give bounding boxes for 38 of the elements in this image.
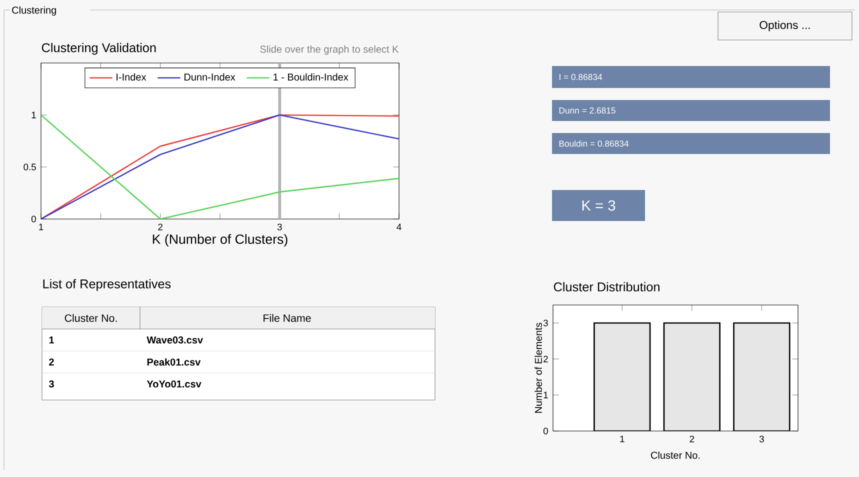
x-axis-title: Cluster No. xyxy=(651,451,700,459)
x-tick-label: 2 xyxy=(158,224,162,230)
y-tick-label: 3 xyxy=(543,320,548,326)
legend-label: Dunn-Index xyxy=(184,73,236,81)
legend-label: I-Index xyxy=(116,73,146,81)
text: 2 xyxy=(49,358,54,366)
text: 1 xyxy=(49,336,54,344)
text: List of Representatives xyxy=(43,279,171,291)
text: Peak01.csv xyxy=(147,358,201,366)
chart-title: Cluster Distribution xyxy=(554,282,660,292)
x-tick-label: 4 xyxy=(396,224,402,230)
y-tick-label: 2 xyxy=(544,356,548,362)
x-tick-label: 1 xyxy=(39,224,44,230)
x-tick-label: 3 xyxy=(759,436,764,442)
chart-subtitle: Slide over the graph to select K xyxy=(260,45,399,55)
text: Clustering xyxy=(12,6,56,16)
text: K = 3 xyxy=(582,200,616,211)
text: Bouldin = 0.86834 xyxy=(559,140,629,147)
chart-title: Clustering Validation xyxy=(42,42,156,55)
y-tick-label: 1 xyxy=(544,392,548,398)
legend-label: 1 - Bouldin-Index xyxy=(274,73,348,81)
y-tick-label: 0 xyxy=(31,216,36,222)
y-tick-label: 1 xyxy=(32,112,36,118)
y-axis-title: Number of Elements xyxy=(534,322,542,413)
x-tick-label: 3 xyxy=(277,224,282,230)
y-tick-label: 0.5 xyxy=(24,164,36,170)
text: 3 xyxy=(48,380,54,388)
text: Cluster No. xyxy=(64,314,117,322)
text: I = 0.86834 xyxy=(560,74,602,80)
x-tick-label: 1 xyxy=(620,436,624,442)
text: Wave03.csv xyxy=(146,336,204,344)
text: Dunn = 2.6815 xyxy=(559,107,616,114)
text: File Name xyxy=(264,314,311,322)
x-axis-title: K (Number of Clusters) xyxy=(152,234,288,247)
text: YoYo01.csv xyxy=(146,380,202,388)
y-tick-label: 0 xyxy=(543,428,548,434)
x-tick-label: 2 xyxy=(690,436,694,442)
text: Options ... xyxy=(760,20,810,32)
